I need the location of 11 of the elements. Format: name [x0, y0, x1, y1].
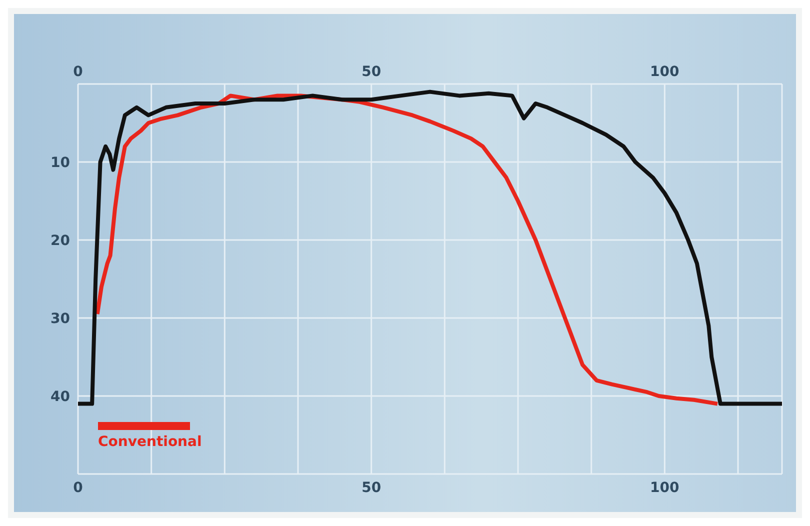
y-tick-label: 20	[50, 232, 70, 249]
x2-tick-label: 50	[362, 480, 382, 496]
x-tick-label: 0	[73, 64, 84, 80]
y-tick-label: 30	[50, 310, 70, 327]
y-tick-label: 10	[50, 154, 70, 171]
x2-tick-label: 100	[650, 480, 680, 496]
x2-tick-label: 0	[73, 480, 84, 496]
y-tick-label: 40	[50, 388, 70, 405]
x-tick-label: 50	[362, 64, 382, 80]
x-tick-label: 100	[650, 64, 680, 80]
text: Conventional	[98, 434, 202, 450]
